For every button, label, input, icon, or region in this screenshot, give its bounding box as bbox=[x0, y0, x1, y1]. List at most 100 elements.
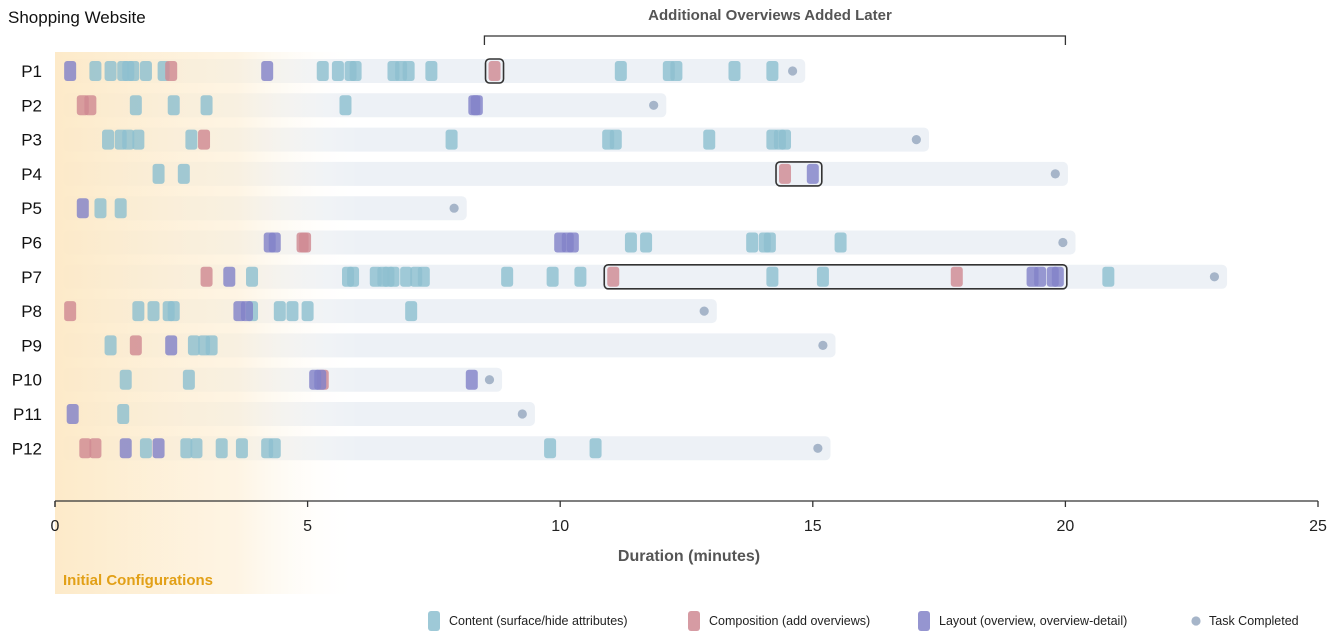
content-event bbox=[89, 61, 102, 81]
content-event bbox=[501, 266, 514, 287]
initial-configurations-label: Initial Configurations bbox=[63, 572, 213, 589]
content-event bbox=[215, 438, 228, 459]
content-event bbox=[301, 301, 314, 322]
layout-event bbox=[66, 404, 79, 424]
legend-composition-swatch bbox=[688, 611, 700, 631]
content-event bbox=[670, 61, 683, 81]
composition-event bbox=[129, 335, 142, 356]
task-completed-dot bbox=[699, 306, 709, 316]
legend-task-completed-icon bbox=[1191, 616, 1201, 626]
content-event bbox=[190, 438, 203, 459]
content-event bbox=[834, 232, 847, 253]
layout-event bbox=[223, 266, 236, 287]
composition-event bbox=[488, 61, 501, 81]
content-event bbox=[339, 95, 352, 116]
participant-label: P8 bbox=[21, 302, 42, 321]
x-axis: 0 5 10 15 20 25 bbox=[51, 500, 1327, 535]
bracket-line bbox=[483, 35, 1067, 45]
participant-labels: P1 P2 P3 P4 P5 P6 P7 P8 P9 P10 P11 P12 bbox=[12, 62, 42, 458]
content-event bbox=[187, 335, 200, 356]
composition-event bbox=[165, 61, 178, 81]
task-completed-dot bbox=[484, 375, 495, 385]
content-event bbox=[177, 163, 190, 184]
interaction-marks bbox=[64, 58, 1220, 459]
content-event bbox=[139, 438, 152, 459]
content-event bbox=[132, 301, 145, 322]
task-completed-dot bbox=[517, 409, 527, 419]
participant-label: P5 bbox=[21, 199, 42, 218]
composition-event bbox=[950, 266, 963, 287]
content-event bbox=[147, 301, 160, 322]
participant-label: P7 bbox=[21, 268, 42, 287]
content-event bbox=[94, 198, 107, 219]
content-event bbox=[331, 61, 344, 81]
participant-label: P9 bbox=[21, 336, 42, 355]
layout-event bbox=[806, 163, 819, 184]
layout-event bbox=[152, 438, 165, 459]
content-event bbox=[766, 61, 779, 81]
x-tick-label: 10 bbox=[551, 518, 569, 535]
layout-event bbox=[64, 61, 77, 81]
highlight-box bbox=[484, 58, 505, 84]
content-event bbox=[347, 266, 360, 287]
composition-event bbox=[779, 163, 792, 184]
content-event bbox=[417, 266, 430, 287]
participant-label: P12 bbox=[12, 439, 42, 458]
content-event bbox=[235, 438, 248, 459]
participant-label: P6 bbox=[21, 234, 42, 253]
task-completed-dot bbox=[787, 66, 798, 76]
task-completed-dot bbox=[1050, 169, 1060, 179]
content-event bbox=[119, 369, 132, 390]
layout-event bbox=[470, 95, 483, 116]
composition-event bbox=[200, 266, 213, 287]
participant-label: P1 bbox=[21, 62, 42, 81]
legend-content-label: Content (surface/hide attributes) bbox=[449, 614, 628, 628]
chart-title: Shopping Website bbox=[8, 8, 146, 27]
task-completed-dot bbox=[818, 340, 828, 350]
bracket-label: Additional Overviews Added Later bbox=[648, 7, 892, 24]
content-event bbox=[445, 129, 458, 150]
highlight-box bbox=[775, 161, 823, 187]
composition-event bbox=[79, 438, 92, 459]
content-event bbox=[614, 61, 627, 81]
x-tick-label: 5 bbox=[303, 518, 312, 535]
participant-label: P3 bbox=[21, 131, 42, 150]
content-event bbox=[273, 301, 286, 322]
content-event bbox=[104, 335, 117, 356]
content-event bbox=[180, 438, 193, 459]
composition-event bbox=[84, 95, 97, 116]
content-event bbox=[205, 335, 218, 356]
x-tick-label: 20 bbox=[1057, 518, 1075, 535]
content-event bbox=[152, 163, 165, 184]
additional-overviews-bracket bbox=[483, 35, 1067, 45]
x-axis-label: Duration (minutes) bbox=[618, 548, 760, 565]
content-event bbox=[387, 266, 400, 287]
participant-label: P10 bbox=[12, 371, 42, 390]
content-event bbox=[766, 266, 779, 287]
task-completed-dot bbox=[1209, 272, 1220, 282]
content-event bbox=[316, 61, 329, 81]
layout-event bbox=[314, 369, 327, 390]
legend-composition-label: Composition (add overviews) bbox=[709, 614, 870, 628]
composition-event bbox=[89, 438, 102, 459]
layout-event bbox=[240, 301, 253, 322]
x-tick-label: 15 bbox=[804, 518, 822, 535]
x-tick-label: 0 bbox=[51, 518, 60, 535]
legend-layout-label: Layout (overview, overview-detail) bbox=[939, 614, 1127, 628]
task-completed-dot bbox=[449, 203, 459, 213]
legend-layout-swatch bbox=[918, 611, 930, 631]
content-event bbox=[104, 61, 117, 81]
content-event bbox=[1102, 266, 1115, 287]
content-event bbox=[185, 129, 198, 150]
content-event bbox=[117, 404, 130, 424]
layout-event bbox=[566, 232, 579, 253]
content-event bbox=[127, 61, 140, 81]
content-event bbox=[402, 61, 415, 81]
task-completed-dot bbox=[813, 443, 823, 453]
content-event bbox=[609, 129, 622, 150]
layout-event bbox=[465, 369, 478, 390]
content-event bbox=[574, 266, 587, 287]
x-tick-label: 25 bbox=[1309, 518, 1327, 535]
legend-completed-label: Task Completed bbox=[1209, 614, 1299, 628]
